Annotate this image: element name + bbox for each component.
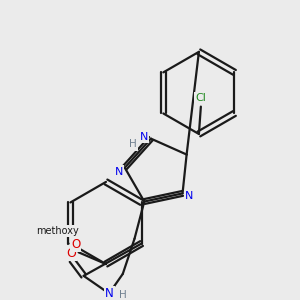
Text: Cl: Cl — [195, 93, 206, 103]
Text: N: N — [115, 167, 123, 177]
Text: O: O — [66, 247, 76, 260]
Text: methoxy: methoxy — [36, 226, 79, 236]
Text: H: H — [119, 290, 127, 300]
Text: N: N — [105, 287, 113, 300]
Text: O: O — [71, 238, 80, 251]
Text: H: H — [129, 140, 137, 149]
Text: N: N — [185, 191, 194, 201]
Text: N: N — [140, 132, 148, 142]
